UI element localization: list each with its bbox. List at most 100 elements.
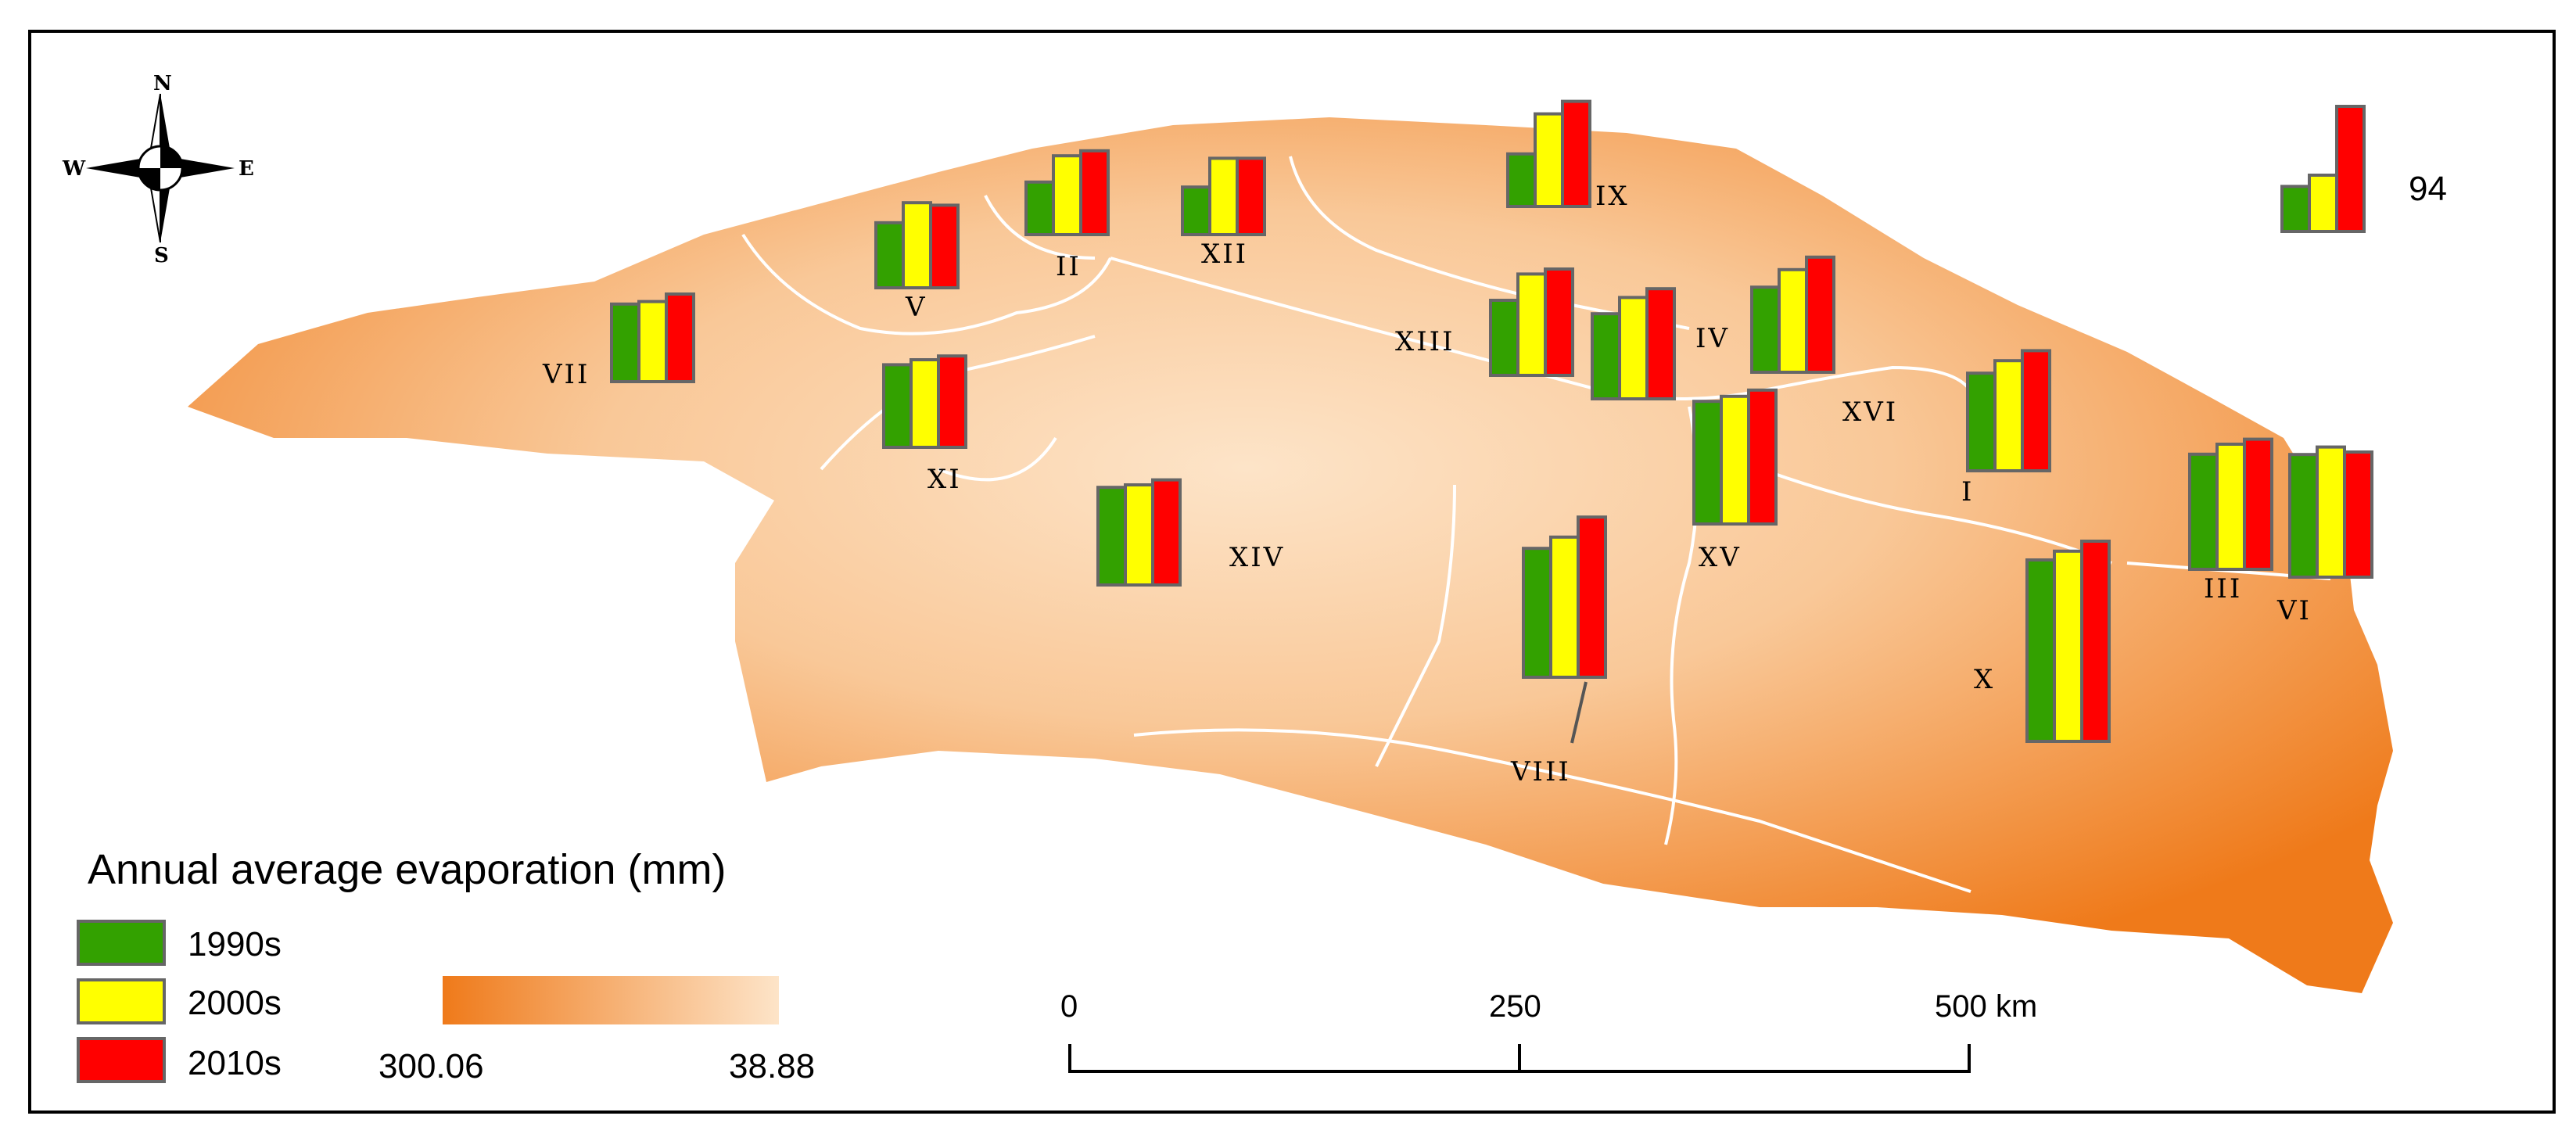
legend-label-1990s: 1990s [188, 925, 282, 963]
region-label-x: X [1974, 664, 1995, 695]
region-label-iv: IV [1695, 323, 1730, 354]
region-label-xiv: XIV [1229, 542, 1285, 573]
region-chart-xi: XI [882, 354, 967, 495]
gradient-legend-bar [443, 976, 779, 1024]
region-label-xiii: XIII [1395, 326, 1455, 357]
region-label-iii: III [2204, 573, 2242, 605]
region-chart-xv: XV [1692, 388, 1778, 573]
bar-vi-1990s [2288, 453, 2319, 579]
bar-ix-2010s [1561, 99, 1591, 208]
region-label-viii: VIII [1510, 756, 1571, 788]
bar-xiii-1990s [1489, 299, 1519, 377]
region-label-v: V [905, 292, 927, 323]
reference-chart [2280, 105, 2366, 233]
bar-v-2010s [929, 203, 960, 289]
legend-item-2010s: 2010s [77, 1037, 282, 1083]
region-label-xi: XI [927, 464, 962, 495]
legend: Annual average evaporation (mm) 1990s 20… [77, 846, 815, 1085]
region-chart-vii: VII [542, 292, 695, 390]
legend-item-2000s: 2000s [77, 978, 282, 1024]
bar-i-1990s [1966, 371, 1997, 473]
bar-x-2010s [2080, 540, 2111, 743]
bar-xi-2000s [909, 358, 940, 449]
bar-i-2010s [2021, 349, 2051, 472]
scale-tick-250: 250 [1489, 989, 1541, 1024]
compass-n: N [153, 72, 172, 95]
bar-xvi-2000s [1778, 267, 1808, 374]
bar-xiii-2010s [1544, 267, 1574, 377]
region-chart-iv: IV [1591, 287, 1730, 401]
bar-xii-1990s [1181, 185, 1211, 236]
region-chart-xiii: XIII [1395, 267, 1574, 377]
compass-s: S [154, 244, 169, 267]
bar-xiv-1990s [1096, 486, 1127, 587]
reference-bar-1990s [2280, 185, 2311, 233]
region-label-vii: VII [542, 359, 590, 390]
bar-vii-2010s [665, 292, 695, 383]
region-label-i: I [1961, 476, 1974, 508]
bar-vi-2010s [2343, 450, 2373, 579]
gradient-max-label: 38.88 [729, 1047, 815, 1085]
gradient-min-label: 300.06 [379, 1047, 484, 1085]
bar-xiii-2000s [1516, 272, 1547, 377]
bar-xii-2010s [1236, 156, 1266, 236]
bar-xv-2010s [1747, 388, 1778, 526]
region-label-xv: XV [1699, 542, 1742, 573]
bar-i-2000s [1993, 359, 2024, 473]
bar-viii-1990s [1522, 547, 1552, 680]
reference-bar-2010s [2335, 105, 2366, 233]
bar-xv-1990s [1692, 400, 1723, 526]
bar-viii-2010s [1577, 515, 1607, 680]
bar-vi-2000s [2316, 445, 2346, 579]
basin-area [188, 117, 2393, 993]
scale-tick-500: 500 km [1935, 989, 2037, 1024]
scale-bar: 0 250 500 km [1060, 989, 2037, 1073]
bar-xi-2010s [937, 354, 967, 450]
bar-iii-2010s [2243, 437, 2273, 571]
legend-label-2010s: 2010s [188, 1044, 282, 1082]
bar-x-2000s [2053, 549, 2083, 743]
bar-ii-2000s [1052, 154, 1082, 236]
bar-viii-2000s [1549, 535, 1580, 679]
region-chart-i: I [1961, 349, 2051, 508]
legend-label-2000s: 2000s [188, 984, 282, 1022]
region-chart-xii: XII [1181, 156, 1266, 270]
reference-bar-2000s [2308, 174, 2338, 233]
bar-ii-1990s [1024, 180, 1055, 236]
legend-title: Annual average evaporation (mm) [88, 846, 726, 893]
bar-iv-2000s [1618, 296, 1649, 400]
bar-ix-1990s [1506, 152, 1537, 208]
region-chart-iii: III [2188, 437, 2273, 605]
bar-iv-1990s [1591, 312, 1621, 401]
legend-item-1990s: 1990s [77, 920, 282, 966]
scale-tick-0: 0 [1060, 989, 1078, 1024]
bar-x-1990s [2025, 558, 2056, 743]
leader-line-viii [1570, 681, 1588, 744]
bar-xvi-2010s [1805, 255, 1835, 374]
bar-v-2000s [902, 201, 932, 290]
bar-xi-1990s [882, 363, 913, 449]
bar-ii-2010s [1079, 149, 1110, 236]
bar-xii-2000s [1208, 156, 1239, 236]
bar-xvi-1990s [1750, 285, 1781, 375]
region-chart-ii: II [1024, 149, 1110, 282]
bar-iii-1990s [2188, 452, 2219, 571]
region-chart-x: X [1974, 540, 2111, 743]
compass-w: W [62, 157, 86, 181]
bar-v-1990s [874, 221, 905, 289]
region-label-ix: IX [1595, 181, 1630, 212]
bar-vii-1990s [610, 302, 640, 383]
region-chart-viii: VIII [1510, 515, 1607, 788]
region-label-xvi: XVI [1842, 396, 1898, 428]
region-label-vi: VI [2276, 595, 2312, 626]
region-chart-vi: VI [2276, 445, 2373, 626]
compass-rose-icon: N S E W [62, 72, 254, 267]
bar-iii-2000s [2215, 443, 2246, 571]
bar-ix-2000s [1534, 112, 1564, 209]
region-chart-xvi: XVI [1750, 255, 1898, 428]
bar-vii-2000s [637, 300, 668, 384]
bar-xv-2000s [1720, 394, 1750, 526]
bar-iv-2010s [1645, 287, 1676, 401]
compass-e: E [239, 157, 254, 181]
